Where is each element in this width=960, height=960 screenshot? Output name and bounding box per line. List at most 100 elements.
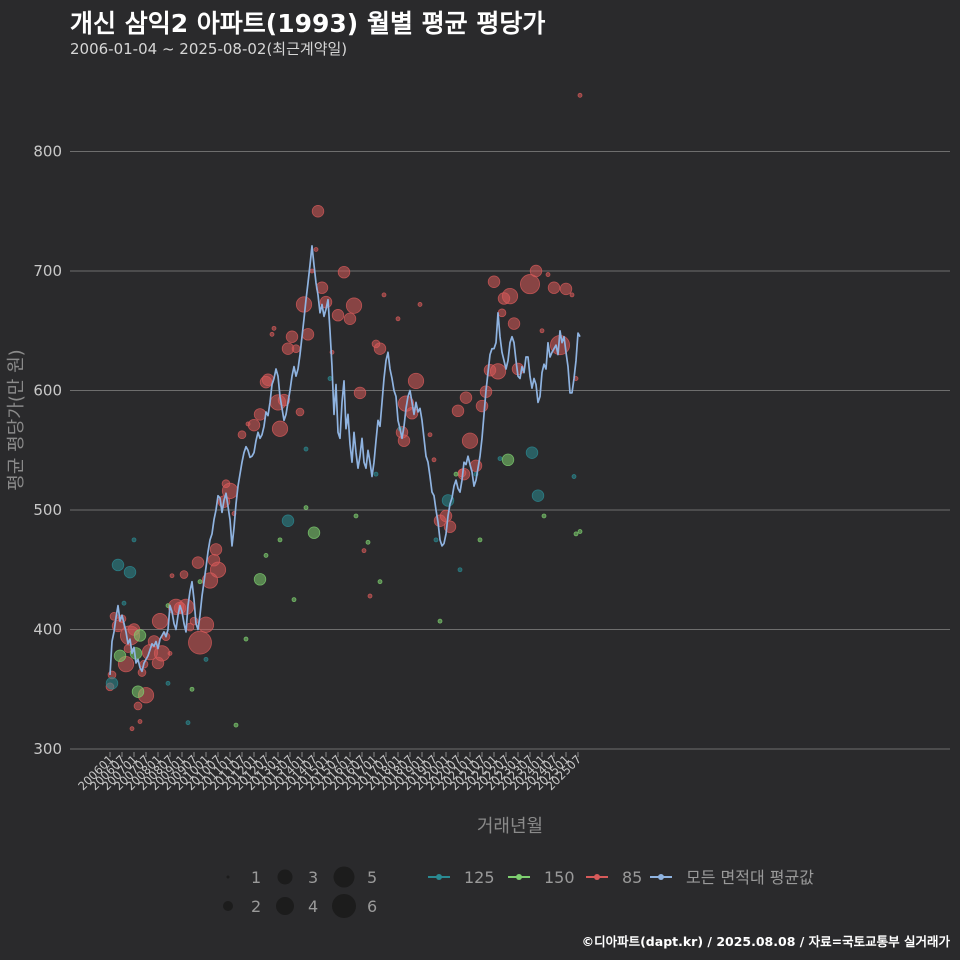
data-point-150 bbox=[477, 537, 483, 543]
chart-subtitle: 2006-01-04 ~ 2025-08-02(최근계약일) bbox=[70, 40, 348, 58]
chart-title: 개신 삼익2 아파트(1993) 월별 평균 평당가 bbox=[70, 9, 546, 38]
data-point-150 bbox=[131, 685, 145, 698]
data-point-85 bbox=[247, 418, 261, 432]
data-point-85 bbox=[487, 275, 501, 288]
data-point-125 bbox=[105, 677, 119, 690]
data-point-85 bbox=[501, 287, 519, 305]
data-point-85 bbox=[431, 457, 437, 463]
grid-lines bbox=[70, 151, 950, 750]
data-point-85 bbox=[209, 561, 227, 578]
data-point-85 bbox=[309, 268, 315, 274]
data-point-85 bbox=[153, 645, 171, 662]
series-legend-marker bbox=[516, 874, 522, 880]
data-point-150 bbox=[291, 597, 297, 603]
data-point-85 bbox=[459, 391, 473, 404]
series-legend-marker bbox=[658, 874, 664, 880]
data-point-85 bbox=[397, 434, 411, 447]
data-point-85 bbox=[269, 331, 275, 337]
size-legend-label: 5 bbox=[367, 868, 377, 887]
data-point-85 bbox=[191, 556, 205, 569]
data-point-125 bbox=[525, 446, 539, 459]
footer-credit: ©디아파트(dapt.kr) / 2025.08.08 / 자료=국토교통부 실… bbox=[581, 934, 950, 949]
data-point-150 bbox=[133, 629, 147, 642]
size-legend: 1 2 3 4 5 6 bbox=[223, 866, 377, 918]
data-point-125 bbox=[185, 720, 191, 726]
series-legend-marker bbox=[436, 874, 442, 880]
data-point-85 bbox=[461, 432, 479, 449]
data-point-85 bbox=[237, 430, 247, 440]
data-point-150 bbox=[303, 505, 309, 511]
data-point-150 bbox=[365, 539, 371, 545]
data-point-85 bbox=[343, 312, 357, 326]
y-tick-label: 600 bbox=[33, 382, 62, 400]
y-axis-label: 평균 평당가(만 원) bbox=[6, 349, 27, 490]
y-axis-ticks: 300 400 500 600 700 800 bbox=[33, 143, 62, 759]
data-point-85 bbox=[497, 308, 507, 318]
data-point-85 bbox=[137, 719, 143, 724]
series-legend: 125 150 85 모든 면적대 평균값 bbox=[428, 868, 814, 887]
y-tick-label: 400 bbox=[33, 621, 62, 639]
y-tick-label: 700 bbox=[33, 262, 62, 280]
data-point-85 bbox=[337, 265, 351, 279]
data-point-150 bbox=[541, 513, 547, 519]
data-point-85 bbox=[520, 274, 541, 295]
size-legend-dot bbox=[332, 894, 356, 918]
data-point-150 bbox=[113, 649, 127, 662]
data-point-85 bbox=[427, 432, 433, 438]
data-point-150 bbox=[197, 579, 203, 585]
data-point-85 bbox=[529, 264, 543, 278]
size-legend-label: 3 bbox=[308, 868, 318, 887]
data-point-150 bbox=[233, 722, 239, 728]
x-axis-ticks: 2006012006072007012007072008012008072009… bbox=[75, 752, 584, 793]
data-point-85 bbox=[313, 247, 319, 252]
data-point-125 bbox=[327, 376, 333, 381]
data-point-85 bbox=[547, 281, 561, 294]
data-point-150 bbox=[253, 573, 267, 586]
average-price-line bbox=[109, 245, 581, 675]
data-point-85 bbox=[407, 372, 425, 390]
data-point-85 bbox=[545, 272, 551, 277]
data-point-150 bbox=[577, 529, 583, 534]
data-point-85 bbox=[507, 317, 521, 330]
data-point-85 bbox=[188, 630, 212, 655]
data-point-125 bbox=[457, 567, 463, 573]
data-point-150 bbox=[377, 579, 383, 585]
data-point-85 bbox=[129, 726, 135, 732]
size-legend-dot bbox=[226, 875, 230, 879]
data-point-125 bbox=[281, 514, 295, 527]
data-point-125 bbox=[203, 656, 209, 662]
series-legend-label: 모든 면적대 평균값 bbox=[686, 868, 814, 887]
data-point-85 bbox=[569, 292, 575, 298]
data-point-150 bbox=[189, 686, 195, 692]
data-point-150 bbox=[453, 471, 459, 477]
x-axis-label: 거래년월 bbox=[477, 816, 543, 837]
scatter-points bbox=[105, 92, 583, 732]
data-point-85 bbox=[353, 386, 367, 400]
size-legend-dot bbox=[333, 866, 355, 888]
data-point-85 bbox=[295, 407, 305, 417]
data-point-125 bbox=[165, 680, 171, 686]
data-point-125 bbox=[571, 474, 577, 479]
data-point-85 bbox=[489, 363, 507, 380]
data-point-125 bbox=[497, 456, 503, 462]
data-point-85 bbox=[577, 92, 583, 98]
size-legend-label: 4 bbox=[308, 897, 318, 916]
data-point-85 bbox=[381, 292, 387, 298]
data-point-85 bbox=[209, 543, 223, 556]
size-legend-dot bbox=[276, 897, 294, 915]
y-tick-label: 300 bbox=[33, 740, 62, 758]
size-legend-label: 6 bbox=[367, 897, 377, 916]
data-point-85 bbox=[373, 342, 387, 355]
data-point-85 bbox=[133, 701, 143, 711]
data-point-125 bbox=[131, 537, 137, 543]
data-point-150 bbox=[243, 636, 249, 642]
data-point-150 bbox=[501, 453, 515, 467]
data-point-85 bbox=[405, 407, 419, 420]
data-point-150 bbox=[263, 553, 269, 558]
data-point-85 bbox=[197, 616, 215, 633]
series-legend-label: 85 bbox=[622, 868, 642, 887]
data-point-150 bbox=[353, 513, 359, 519]
data-point-85 bbox=[559, 282, 573, 296]
data-point-85 bbox=[367, 593, 373, 599]
